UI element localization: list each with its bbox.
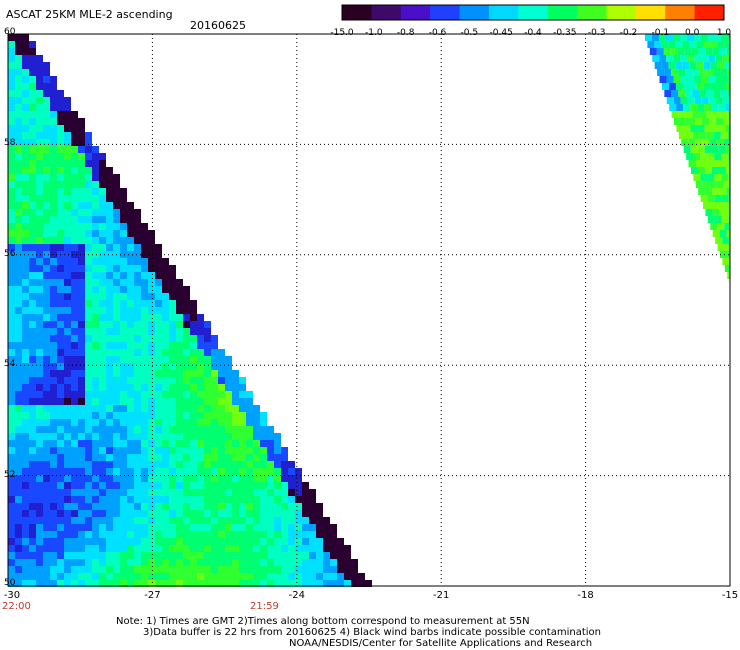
colorbar <box>341 4 725 21</box>
colorbar-tick-label: -0.3 <box>587 28 606 38</box>
swath-left <box>8 34 372 587</box>
colorbar-swatch <box>635 5 666 20</box>
y-tick-label: 54 <box>4 359 16 370</box>
y-tick-label: 56 <box>4 248 16 259</box>
colorbar-tick-label: -0.5 <box>460 28 479 38</box>
map-frame <box>7 33 731 587</box>
product-date: 20160625 <box>190 19 246 32</box>
colorbar-tick-label: -0.8 <box>396 28 415 38</box>
colorbar-tick-label: 0.0 <box>684 28 700 38</box>
colorbar-tick-label: -15.0 <box>330 28 354 38</box>
colorbar-swatch <box>400 5 431 20</box>
lat-lon-grid <box>8 34 730 586</box>
x-tick-label: -30 <box>3 590 21 601</box>
colorbar-swatch <box>665 5 696 20</box>
colorbar-tick-label: -0.1 <box>651 28 670 38</box>
y-tick-label: 52 <box>4 469 16 480</box>
x-tick-label: -15 <box>721 590 739 601</box>
colorbar-swatch <box>430 5 461 20</box>
colorbar-swatch <box>342 5 372 20</box>
colorbar-swatch <box>459 5 490 20</box>
time-label-start: 22:00 <box>2 601 31 612</box>
swath-right <box>645 34 730 286</box>
product-title: ASCAT 25KM MLE-2 ascending <box>6 8 173 21</box>
footer-note-2: 3)Data buffer is 22 hrs from 20160625 4)… <box>143 627 601 638</box>
y-tick-label: 60 <box>4 27 16 37</box>
colorbar-swatch <box>518 5 549 20</box>
colorbar-tick-label: -0.2 <box>619 28 638 38</box>
colorbar-frame <box>341 4 725 21</box>
colorbar-tick-label: -0.4 <box>524 28 542 38</box>
footer-note-1: Note: 1) Times are GMT 2)Times along bot… <box>116 616 530 627</box>
colorbar-tick-label: 1.0 <box>716 28 732 38</box>
colorbar-swatch <box>606 5 637 20</box>
colorbar-tick-label: -0.35 <box>553 28 577 38</box>
colorbar-tick-label: -0.6 <box>428 28 447 38</box>
y-tick-label: 58 <box>4 138 16 149</box>
footer-credit: NOAA/NESDIS/Center for Satellite Applica… <box>289 638 593 649</box>
colorbar-tick-label: -1.0 <box>365 28 383 38</box>
colorbar-swatch <box>577 5 607 20</box>
time-label-mid: 21:59 <box>250 601 279 612</box>
colorbar-swatch <box>488 5 519 20</box>
colorbar-swatch <box>547 5 578 20</box>
x-tick-label: -18 <box>577 590 594 601</box>
x-tick-label: -27 <box>144 590 161 601</box>
y-tick-label: 50 <box>4 578 16 588</box>
colorbar-swatch <box>694 5 725 20</box>
colorbar-tick-label: -0.45 <box>489 28 513 38</box>
x-tick-label: -21 <box>433 590 450 601</box>
x-tick-label: -24 <box>288 590 305 601</box>
colorbar-swatch <box>371 5 402 20</box>
